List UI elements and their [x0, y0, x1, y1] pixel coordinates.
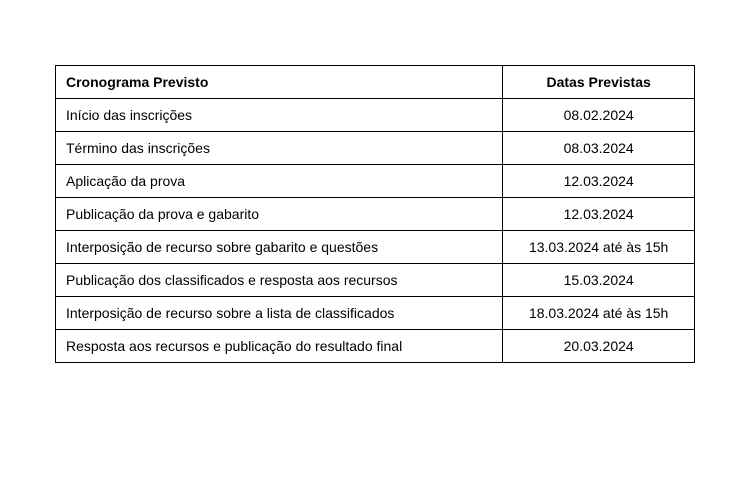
event-cell: Aplicação da prova	[56, 165, 503, 198]
column-header-event: Cronograma Previsto	[56, 66, 503, 99]
table-header-row: Cronograma Previsto Datas Previstas	[56, 66, 695, 99]
date-cell: 12.03.2024	[503, 198, 695, 231]
date-cell: 20.03.2024	[503, 330, 695, 363]
date-cell: 18.03.2024 até às 15h	[503, 297, 695, 330]
table-row: Interposição de recurso sobre a lista de…	[56, 297, 695, 330]
date-cell: 08.02.2024	[503, 99, 695, 132]
table-row: Resposta aos recursos e publicação do re…	[56, 330, 695, 363]
table-row: Aplicação da prova 12.03.2024	[56, 165, 695, 198]
event-cell: Resposta aos recursos e publicação do re…	[56, 330, 503, 363]
column-header-date: Datas Previstas	[503, 66, 695, 99]
event-cell: Publicação dos classificados e resposta …	[56, 264, 503, 297]
table-row: Publicação da prova e gabarito 12.03.202…	[56, 198, 695, 231]
event-cell: Término das inscrições	[56, 132, 503, 165]
table-row: Interposição de recurso sobre gabarito e…	[56, 231, 695, 264]
schedule-table: Cronograma Previsto Datas Previstas Iníc…	[55, 65, 695, 363]
date-cell: 15.03.2024	[503, 264, 695, 297]
event-cell: Início das inscrições	[56, 99, 503, 132]
table-row: Publicação dos classificados e resposta …	[56, 264, 695, 297]
date-cell: 08.03.2024	[503, 132, 695, 165]
event-cell: Interposição de recurso sobre a lista de…	[56, 297, 503, 330]
date-cell: 13.03.2024 até às 15h	[503, 231, 695, 264]
table-row: Início das inscrições 08.02.2024	[56, 99, 695, 132]
table-row: Término das inscrições 08.03.2024	[56, 132, 695, 165]
event-cell: Interposição de recurso sobre gabarito e…	[56, 231, 503, 264]
event-cell: Publicação da prova e gabarito	[56, 198, 503, 231]
date-cell: 12.03.2024	[503, 165, 695, 198]
